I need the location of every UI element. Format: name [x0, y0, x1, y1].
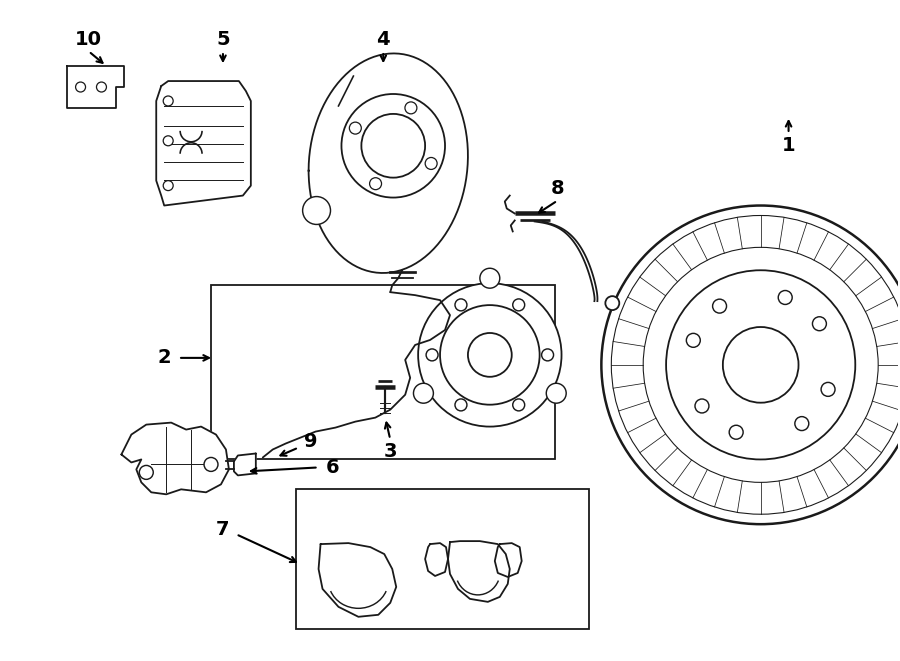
Circle shape [546, 383, 566, 403]
Bar [296, 489, 590, 629]
Circle shape [729, 425, 743, 439]
Polygon shape [122, 422, 229, 494]
Circle shape [455, 399, 467, 411]
Text: 3: 3 [383, 442, 397, 461]
Circle shape [813, 317, 826, 330]
Circle shape [405, 102, 417, 114]
Bar [211, 285, 554, 459]
Circle shape [349, 122, 361, 134]
Circle shape [455, 299, 467, 311]
Text: 10: 10 [75, 30, 102, 49]
Circle shape [778, 291, 792, 305]
Polygon shape [495, 543, 522, 577]
Circle shape [96, 82, 106, 92]
Polygon shape [448, 541, 509, 602]
Circle shape [302, 196, 330, 225]
Text: 1: 1 [782, 136, 796, 155]
Circle shape [695, 399, 709, 413]
Text: 5: 5 [216, 30, 230, 49]
Circle shape [140, 465, 153, 479]
Circle shape [163, 180, 173, 190]
Circle shape [513, 399, 525, 411]
Circle shape [480, 268, 500, 288]
Text: 8: 8 [551, 179, 564, 198]
Text: 9: 9 [304, 432, 318, 451]
Text: 7: 7 [216, 520, 230, 539]
Circle shape [163, 96, 173, 106]
Text: 4: 4 [376, 30, 390, 49]
Circle shape [341, 94, 445, 198]
Circle shape [542, 349, 554, 361]
Circle shape [606, 296, 619, 310]
Polygon shape [425, 543, 448, 576]
Polygon shape [67, 66, 124, 108]
Circle shape [418, 283, 562, 426]
Circle shape [425, 157, 437, 169]
Circle shape [821, 383, 835, 397]
Circle shape [426, 349, 438, 361]
Circle shape [723, 327, 798, 403]
Circle shape [362, 114, 425, 178]
Circle shape [795, 416, 809, 430]
Circle shape [163, 136, 173, 146]
Circle shape [76, 82, 86, 92]
Circle shape [687, 333, 700, 347]
Polygon shape [234, 453, 256, 475]
Circle shape [513, 299, 525, 311]
Circle shape [204, 457, 218, 471]
Text: 2: 2 [158, 348, 171, 368]
Circle shape [666, 270, 855, 459]
Polygon shape [157, 81, 251, 206]
Circle shape [468, 333, 512, 377]
Polygon shape [319, 543, 396, 617]
Circle shape [713, 299, 726, 313]
Text: 6: 6 [326, 458, 339, 477]
Circle shape [370, 178, 382, 190]
Circle shape [413, 383, 434, 403]
